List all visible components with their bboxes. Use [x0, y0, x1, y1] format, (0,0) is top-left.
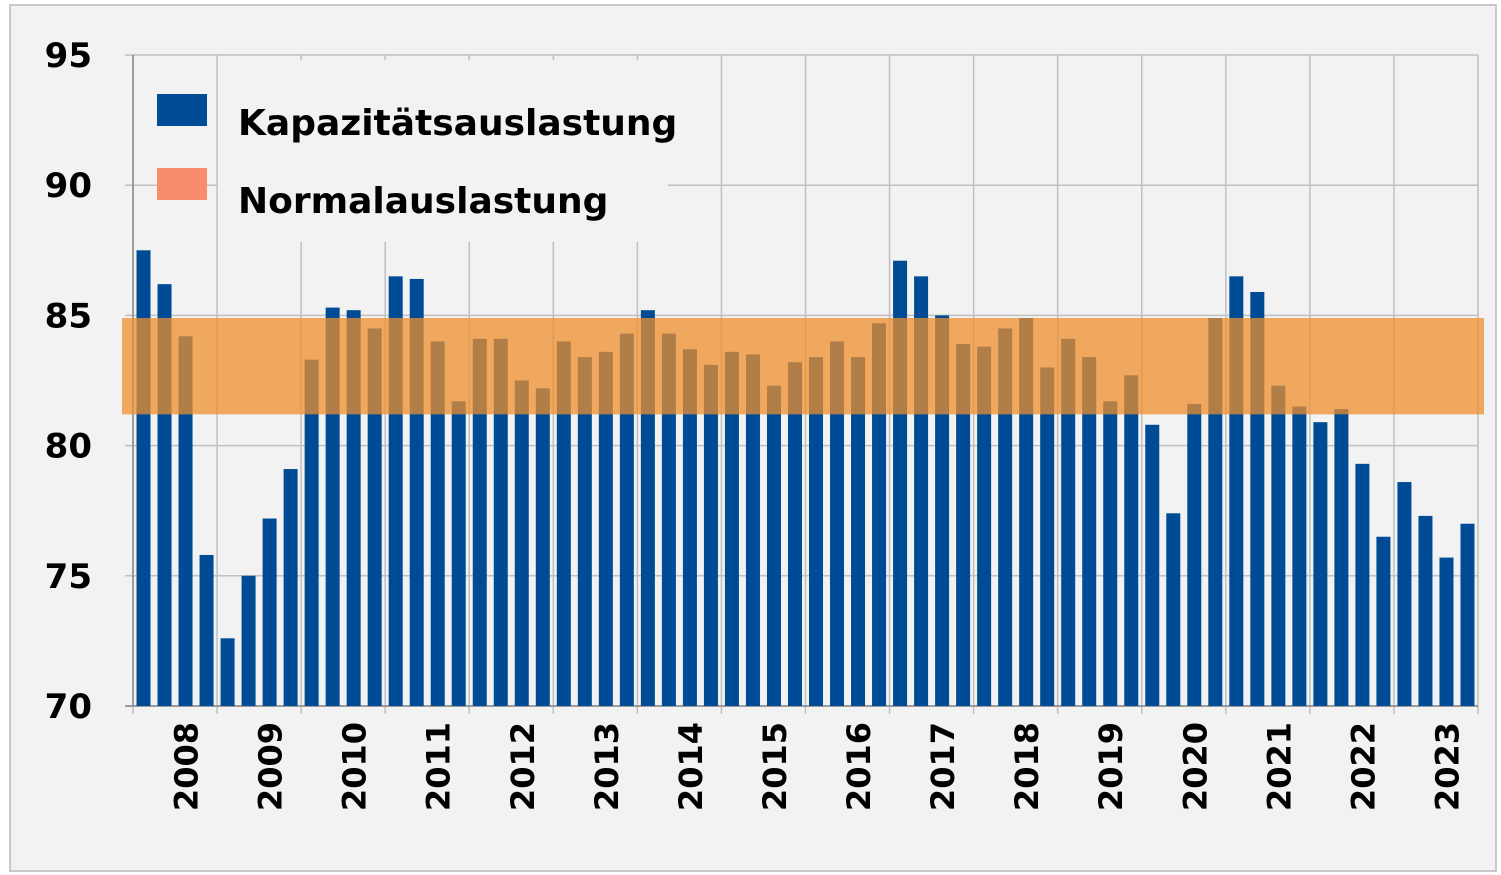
bar [1019, 318, 1034, 706]
bar [1208, 318, 1223, 706]
bar [367, 328, 382, 706]
y-tick-label: 70 [45, 687, 92, 727]
bar [956, 344, 971, 706]
y-tick-label: 85 [45, 296, 92, 336]
bar [178, 336, 193, 706]
bar [304, 359, 319, 706]
bar [830, 341, 845, 706]
x-tick-label: 2015 [756, 722, 794, 811]
x-tick-label: 2016 [840, 722, 878, 811]
x-tick-label: 2022 [1344, 722, 1382, 811]
bar [1355, 463, 1370, 706]
bar [1271, 385, 1286, 706]
bar [451, 401, 466, 706]
bar [514, 380, 529, 706]
normal-band [122, 318, 1484, 415]
x-tick-label: 2010 [336, 722, 374, 811]
legend-swatch [157, 94, 207, 126]
bar [766, 385, 781, 706]
x-tick-label: 2021 [1260, 722, 1298, 811]
y-tick-label: 90 [45, 166, 92, 206]
bar [493, 338, 508, 706]
bar [661, 333, 676, 706]
x-tick-label: 2019 [1092, 722, 1130, 811]
bar [809, 357, 824, 706]
bar [262, 518, 277, 706]
bar [1439, 557, 1454, 706]
bar [682, 349, 697, 706]
bar [472, 338, 487, 706]
legend-box [218, 60, 668, 242]
x-tick-label: 2012 [504, 722, 542, 811]
bar [1187, 403, 1202, 706]
bar [283, 469, 298, 706]
bar [703, 364, 718, 706]
legend-label: Kapazitätsauslastung [238, 103, 677, 144]
bar [1334, 409, 1349, 706]
bar [1397, 482, 1412, 706]
bar [1040, 367, 1055, 706]
legend-label: Normalauslastung [238, 181, 608, 222]
bar [430, 341, 445, 706]
bar [1103, 401, 1118, 706]
x-tick-label: 2020 [1176, 722, 1214, 811]
bar [998, 328, 1013, 706]
bar [556, 341, 571, 706]
bar [872, 323, 887, 706]
x-tick-label: 2018 [1008, 722, 1046, 811]
bar [1460, 523, 1475, 706]
bar [1418, 515, 1433, 706]
bar [851, 357, 866, 706]
x-tick-label: 2011 [420, 722, 458, 811]
bar [619, 333, 634, 706]
x-tick-label: 2013 [588, 722, 626, 811]
x-tick-label: 2017 [924, 722, 962, 811]
bar [1313, 422, 1328, 706]
bar [1376, 536, 1391, 706]
bar [577, 357, 592, 706]
x-tick-label: 2008 [168, 722, 206, 811]
y-tick-label: 80 [45, 427, 92, 467]
y-tick-label: 95 [45, 36, 92, 76]
bar [745, 354, 760, 706]
bar [1166, 513, 1181, 706]
bar [1124, 375, 1139, 706]
bar [1145, 424, 1160, 706]
bar [787, 362, 802, 706]
bar [598, 351, 613, 706]
bar [724, 351, 739, 706]
bar [1082, 357, 1097, 706]
x-tick-label: 2009 [252, 722, 290, 811]
bar [220, 638, 235, 706]
bar [241, 575, 256, 706]
bar [535, 388, 550, 706]
x-tick-label: 2023 [1428, 722, 1466, 811]
legend-swatch [157, 168, 207, 200]
bar [199, 554, 214, 706]
x-tick-label: 2014 [672, 722, 710, 811]
bar [977, 346, 992, 706]
y-tick-label: 75 [45, 557, 92, 597]
bar [1061, 338, 1076, 706]
bar [1292, 406, 1307, 706]
